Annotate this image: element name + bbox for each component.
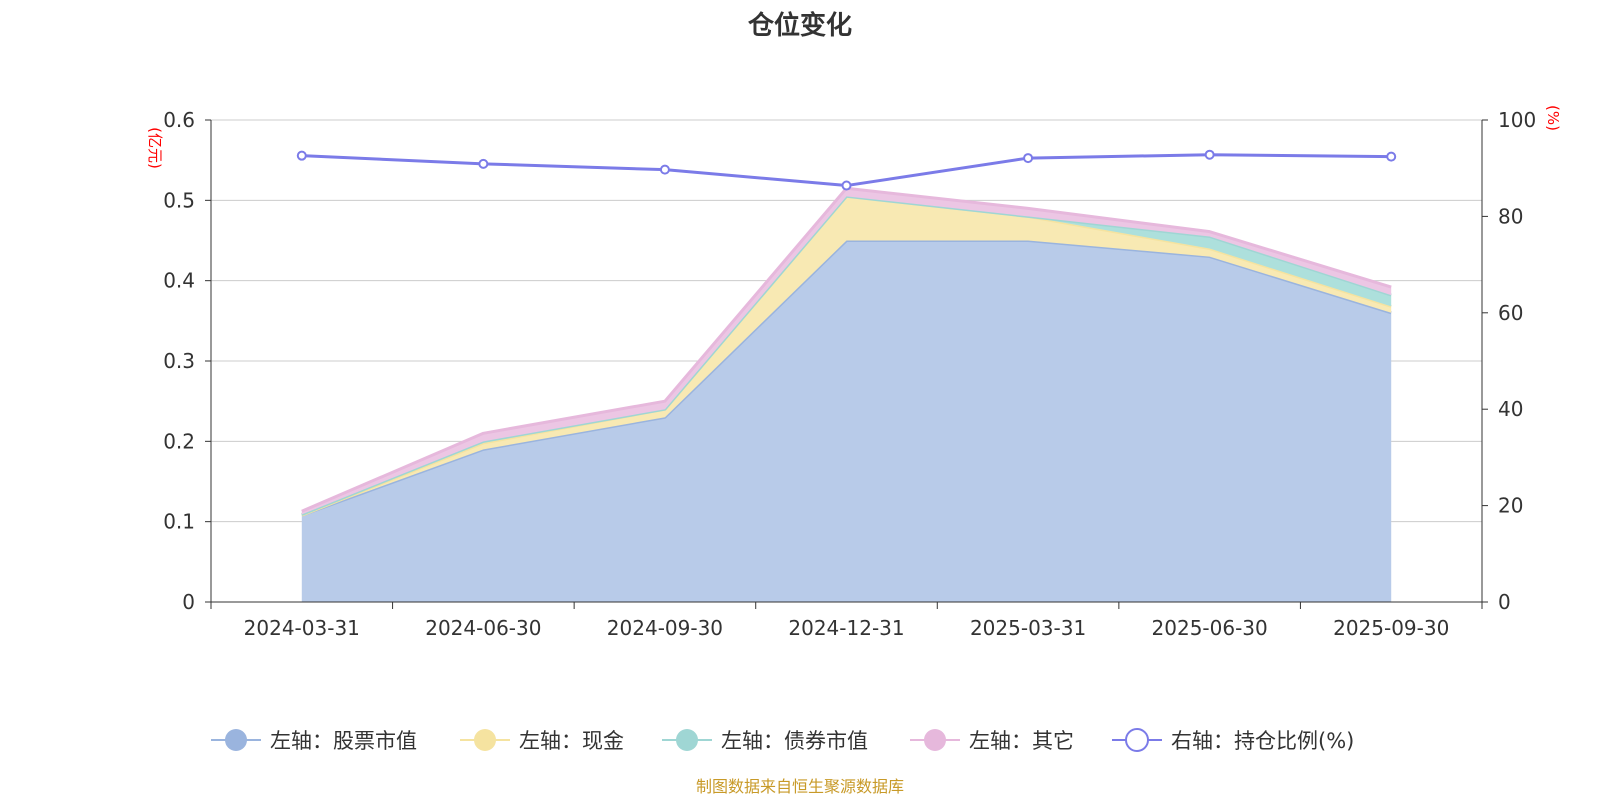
right-axis-tick-label: 100 <box>1498 108 1536 132</box>
left-axis-tick-label: 0.2 <box>163 429 195 453</box>
x-axis-tick-label: 2024-03-31 <box>244 616 360 640</box>
line-point <box>296 150 307 161</box>
line-point <box>1386 151 1397 162</box>
line-point <box>478 158 489 169</box>
legend-label: 左轴：其它 <box>969 729 1074 753</box>
x-axis-tick-label: 2024-09-30 <box>607 616 723 640</box>
data-source-note: 制图数据来自恒生聚源数据库 <box>696 777 904 796</box>
x-axis-tick-label: 2025-06-30 <box>1152 616 1268 640</box>
x-axis-tick-label: 2024-12-31 <box>788 616 904 640</box>
legend-label: 右轴：持仓比例(%) <box>1171 729 1354 753</box>
left-axis-tick-label: 0 <box>182 590 195 614</box>
legend-marker <box>676 729 698 751</box>
x-axis-tick-label: 2025-03-31 <box>970 616 1086 640</box>
right-axis-tick-label: 40 <box>1498 397 1523 421</box>
stacked-areas <box>301 186 1392 602</box>
right-axis-tick-label: 0 <box>1498 590 1511 614</box>
left-axis-tick-label: 0.1 <box>163 510 195 534</box>
left-axis-tick-label: 0.5 <box>163 188 195 212</box>
x-axis-tick-label: 2025-09-30 <box>1333 616 1449 640</box>
line-point <box>659 164 670 175</box>
left-axis-tick-label: 0.3 <box>163 349 195 373</box>
legend-label: 左轴：债券市值 <box>721 729 868 753</box>
chart-title: 仓位变化 <box>747 10 852 41</box>
left-axis-tick-label: 0.6 <box>163 108 195 132</box>
line-point <box>1204 149 1215 160</box>
left-axis-tick-label: 0.4 <box>163 269 195 293</box>
x-axis-tick-label: 2024-06-30 <box>425 616 541 640</box>
right-axis-tick-label: 60 <box>1498 301 1523 325</box>
position-ratio-line <box>296 149 1397 191</box>
legend-marker <box>1125 728 1149 752</box>
right-axis-unit: (%) <box>1544 105 1562 131</box>
legend-label: 左轴：股票市值 <box>270 729 417 753</box>
line-point <box>1023 153 1034 164</box>
legend: 左轴：股票市值 左轴：现金 左轴：债券市值 左轴：其它 右轴：持仓比例(%) <box>211 728 1354 753</box>
legend-marker <box>225 729 247 751</box>
area-左轴：股票市值 <box>301 240 1392 602</box>
right-axis-tick-label: 80 <box>1498 204 1523 228</box>
legend-marker <box>924 729 946 751</box>
legend-label: 左轴：现金 <box>519 729 624 753</box>
axes: 0 0.1 0.2 0.3 0.4 0.5 0.6 0 20 40 60 80 100 2024-03-3… <box>163 108 1536 640</box>
left-axis-unit: (亿元) <box>146 127 164 169</box>
line-point <box>841 180 852 191</box>
legend-marker <box>474 729 496 751</box>
right-axis-tick-label: 20 <box>1498 494 1523 518</box>
